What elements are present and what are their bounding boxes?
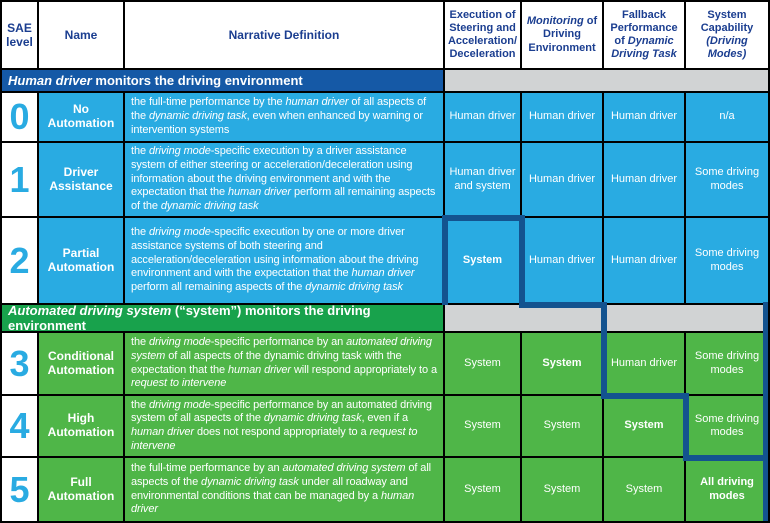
- level-4-execution: System: [445, 396, 520, 456]
- col-header-monitoring: Monitoring of Driving Environment: [522, 2, 602, 68]
- level-4-monitoring: System: [522, 396, 602, 456]
- col-header-sae-level: SAE level: [2, 2, 37, 68]
- level-0-number: 0: [2, 93, 37, 141]
- level-3-fallback: Human driver: [604, 333, 684, 394]
- level-4-number: 4: [2, 396, 37, 456]
- level-0-execution: Human driver: [445, 93, 520, 141]
- responsibility-boundary-segment: [763, 302, 768, 521]
- col-header-fallback: Fallback Performance of Dynamic Driving …: [604, 2, 684, 68]
- responsibility-boundary-segment: [683, 455, 768, 461]
- level-1-name: Driver Assistance: [39, 143, 123, 216]
- level-2-fallback: Human driver: [604, 218, 684, 303]
- level-3-execution: System: [445, 333, 520, 394]
- level-4-name: High Automation: [39, 396, 123, 456]
- level-1-capability: Some driving modes: [686, 143, 768, 216]
- level-2-narrative: the driving mode-specific execution by o…: [125, 218, 443, 303]
- level-5-narrative: the full-time performance by an automate…: [125, 458, 443, 521]
- col-header-narrative-definition: Narrative Definition: [125, 2, 443, 68]
- responsibility-boundary-segment: [519, 302, 606, 308]
- col-header-name: Name: [39, 2, 123, 68]
- level-1-number: 1: [2, 143, 37, 216]
- level-4-capability: Some driving modes: [686, 396, 768, 456]
- level-5-fallback: System: [604, 458, 684, 521]
- responsibility-boundary-segment: [601, 302, 607, 396]
- level-5-number: 5: [2, 458, 37, 521]
- level-5-execution: System: [445, 458, 520, 521]
- level-3-number: 3: [2, 333, 37, 394]
- level-4-narrative: the driving mode-specific performance by…: [125, 396, 443, 456]
- responsibility-boundary-segment: [683, 393, 689, 458]
- level-5-monitoring: System: [522, 458, 602, 521]
- level-4-fallback: System: [604, 396, 684, 456]
- responsibility-boundary-segment: [442, 215, 448, 305]
- level-0-fallback: Human driver: [604, 93, 684, 141]
- level-0-capability: n/a: [686, 93, 768, 141]
- responsibility-boundary-segment: [443, 215, 522, 221]
- level-2-capability: Some driving modes: [686, 218, 768, 303]
- level-2-execution: System: [445, 218, 520, 303]
- level-3-capability: Some driving modes: [686, 333, 768, 394]
- col-header-execution: Execution of Steering and Acceleration/ …: [445, 2, 520, 68]
- level-1-fallback: Human driver: [604, 143, 684, 216]
- level-2-monitoring: Human driver: [522, 218, 602, 303]
- level-1-monitoring: Human driver: [522, 143, 602, 216]
- level-2-number: 2: [2, 218, 37, 303]
- section-spacer-human-driver: [445, 70, 768, 91]
- responsibility-boundary-segment: [601, 393, 688, 399]
- section-header-automated-system: Automated driving system (“system”) moni…: [2, 305, 443, 331]
- level-5-name: Full Automation: [39, 458, 123, 521]
- col-header-system-capability: System Capability (Driving Modes): [686, 2, 768, 68]
- responsibility-boundary-segment: [519, 215, 525, 305]
- level-0-name: No Automation: [39, 93, 123, 141]
- level-3-narrative: the driving mode-specific performance by…: [125, 333, 443, 394]
- level-3-monitoring: System: [522, 333, 602, 394]
- section-header-human-driver: Human driver monitors the driving enviro…: [2, 70, 443, 91]
- level-0-monitoring: Human driver: [522, 93, 602, 141]
- level-2-name: Partial Automation: [39, 218, 123, 303]
- level-3-name: Conditional Automation: [39, 333, 123, 394]
- level-0-narrative: the full-time performance by the human d…: [125, 93, 443, 141]
- level-5-capability: All driving modes: [686, 458, 768, 521]
- level-1-execution: Human driver and system: [445, 143, 520, 216]
- level-1-narrative: the driving mode-specific execution by a…: [125, 143, 443, 216]
